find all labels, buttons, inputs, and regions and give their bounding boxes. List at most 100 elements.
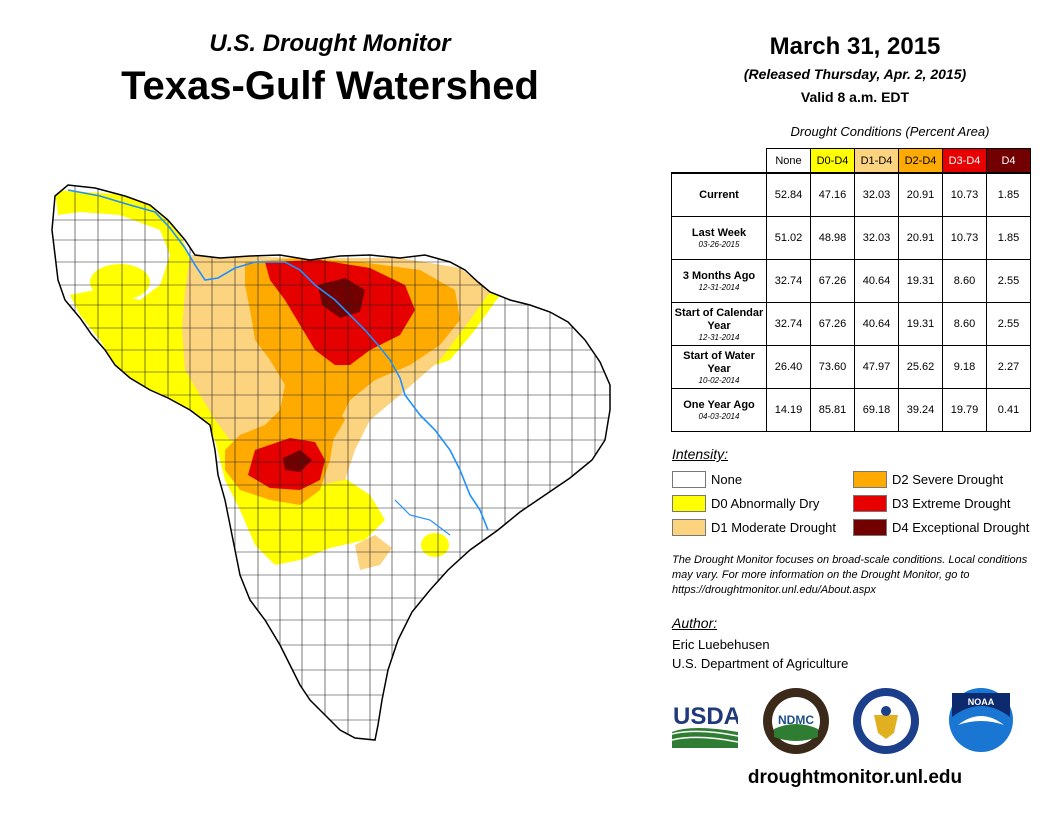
row-label: One Year Ago 04-03-2014 [671, 388, 767, 432]
header-blank [672, 149, 767, 174]
cell: 25.62 [898, 345, 943, 389]
noaa-logo-text: NOAA [968, 697, 995, 707]
cell: 2.55 [986, 259, 1031, 303]
legend-d3-label: D3 Extreme Drought [892, 496, 1011, 511]
row-date: 12-31-2014 [698, 332, 740, 342]
row-label: Current [671, 172, 767, 217]
cell: 39.24 [898, 388, 943, 432]
drought-table: None D0-D4 D1-D4 D2-D4 D3-D4 D4 Current … [671, 148, 1031, 432]
cell: 1.85 [986, 216, 1031, 260]
table-header-row: None D0-D4 D1-D4 D2-D4 D3-D4 D4 [672, 148, 1031, 174]
ndmc-logo: NDMC [763, 688, 829, 754]
row-label-text: Last Week [691, 227, 747, 239]
row-date: 03-26-2015 [698, 240, 740, 249]
doc-seal-logo [853, 688, 919, 754]
swatch-d4 [853, 519, 887, 536]
table-row-water-year: Start of Water Year 10-02-2014 26.40 73.6… [671, 345, 1031, 389]
cell: 19.31 [898, 302, 943, 346]
table-row-last-week: Last Week 03-26-2015 51.02 48.98 32.03 20… [671, 216, 1031, 260]
swatch-none [672, 471, 706, 488]
table-row-calendar-year: Start of Calendar Year 12-31-2014 32.74 6… [671, 302, 1031, 346]
legend-d4-label: D4 Exceptional Drought [892, 520, 1030, 535]
col-d0-d4: D0-D4 [810, 148, 855, 174]
cell: 67.26 [810, 259, 855, 303]
swatch-d0 [672, 495, 706, 512]
row-date: 12-31-2014 [698, 283, 740, 292]
page-title: Texas-Gulf Watershed [121, 64, 539, 108]
river-branch [394, 499, 451, 536]
swatch-d3 [853, 495, 887, 512]
cell: 40.64 [854, 302, 899, 346]
row-label: 3 Months Ago 12-31-2014 [671, 259, 767, 303]
drought-map [51, 184, 611, 741]
footer-url[interactable]: droughtmonitor.unl.edu [747, 767, 963, 788]
row-label: Start of Calendar Year 12-31-2014 [671, 302, 767, 346]
author-heading: Author: [672, 615, 718, 631]
legend-d0-label: D0 Abnormally Dry [711, 496, 820, 511]
cell: 8.60 [942, 259, 987, 303]
col-d1-d4: D1-D4 [854, 148, 899, 174]
row-label-text: Start of Water Year [683, 349, 755, 375]
row-label-text: Start of Calendar Year [674, 306, 764, 332]
cell: 40.64 [854, 259, 899, 303]
noaa-logo: NOAA [949, 688, 1013, 752]
row-label-text: One Year Ago [683, 399, 755, 411]
row-label-text: 3 Months Ago [682, 270, 756, 282]
cell: 20.91 [898, 172, 943, 217]
row-date: 04-03-2014 [698, 412, 740, 421]
cell: 32.74 [766, 259, 811, 303]
ndmc-logo-text: NDMC [778, 713, 814, 727]
release-date: (Released Thursday, Apr. 2, 2015) [743, 66, 967, 82]
cell: 2.27 [986, 345, 1031, 389]
cell: 85.81 [810, 388, 855, 432]
cell: 32.74 [766, 302, 811, 346]
cell: 48.98 [810, 216, 855, 260]
row-date: 10-02-2014 [698, 375, 740, 385]
swatch-d1 [672, 519, 706, 536]
row-label: Last Week 03-26-2015 [671, 216, 767, 260]
cell: 14.19 [766, 388, 811, 432]
disclaimer-note: The Drought Monitor focuses on broad-sca… [672, 554, 1028, 596]
cell: 51.02 [766, 216, 811, 260]
intensity-title: Intensity: [672, 446, 729, 462]
author-organization: U.S. Department of Agriculture [672, 656, 849, 671]
map-date: March 31, 2015 [769, 33, 941, 60]
swatch-d2 [853, 471, 887, 488]
cell: 19.31 [898, 259, 943, 303]
cell: 8.60 [942, 302, 987, 346]
legend-none-label: None [711, 472, 743, 487]
cell: 47.16 [810, 172, 855, 217]
cell: 69.18 [854, 388, 899, 432]
legend-d2-label: D2 Severe Drought [892, 472, 1004, 487]
table-row-3-months: 3 Months Ago 12-31-2014 32.74 67.26 40.64… [671, 259, 1031, 303]
usda-logo: USDA [672, 703, 738, 748]
author-name: Eric Luebehusen [672, 637, 770, 652]
red-river-line [67, 189, 489, 531]
cell: 32.03 [854, 172, 899, 217]
legend-d1-label: D1 Moderate Drought [711, 520, 837, 535]
col-none: None [766, 148, 811, 174]
table-row-current: Current 52.84 47.16 32.03 20.91 10.73 1.… [671, 172, 1031, 217]
valid-time: Valid 8 a.m. EDT [800, 89, 910, 105]
cell: 20.91 [898, 216, 943, 260]
cell: 10.73 [942, 172, 987, 217]
cell: 0.41 [986, 388, 1031, 432]
watershed-boundary [51, 184, 611, 741]
cell: 67.26 [810, 302, 855, 346]
cell: 10.73 [942, 216, 987, 260]
d4-region [283, 278, 365, 472]
row-label: Start of Water Year 10-02-2014 [671, 345, 767, 389]
cell: 2.55 [986, 302, 1031, 346]
col-d4: D4 [986, 148, 1031, 174]
cell: 9.18 [942, 345, 987, 389]
cell: 47.97 [854, 345, 899, 389]
cell: 32.03 [854, 216, 899, 260]
cell: 19.79 [942, 388, 987, 432]
monitor-subtitle: U.S. Drought Monitor [209, 30, 451, 57]
cell: 26.40 [766, 345, 811, 389]
cell: 52.84 [766, 172, 811, 217]
table-title: Drought Conditions (Percent Area) [790, 124, 990, 139]
table-row-one-year: One Year Ago 04-03-2014 14.19 85.81 69.18… [671, 388, 1031, 432]
col-d3-d4: D3-D4 [942, 148, 987, 174]
cell: 1.85 [986, 172, 1031, 217]
